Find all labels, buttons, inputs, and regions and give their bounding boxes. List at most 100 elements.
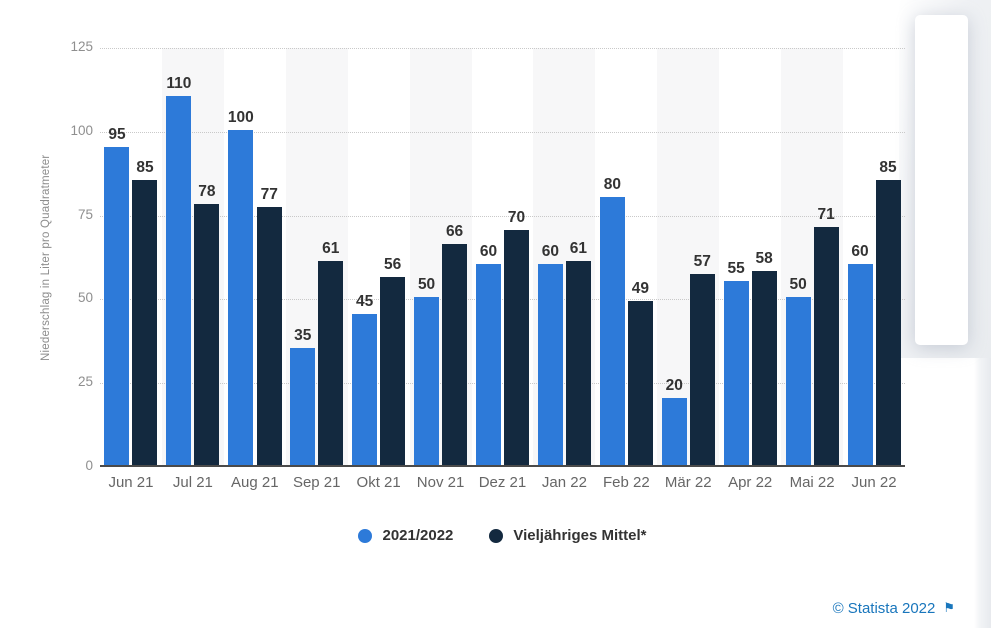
x-axis-label: Mai 22 <box>789 474 835 491</box>
x-axis-label: Jan 22 <box>541 474 587 491</box>
month-group-jan-22: 60 61 <box>533 48 596 465</box>
bar-value-label: 60 <box>479 242 498 260</box>
bar-value-label: 49 <box>631 279 649 297</box>
x-axis-label: Sep 21 <box>292 474 341 491</box>
bar-2021-2022[interactable] <box>104 147 130 465</box>
y-tick-label: 25 <box>77 374 93 390</box>
month-group-okt-21: 45 56 <box>348 48 410 465</box>
bar-wrap: 60 <box>537 242 563 465</box>
month-group-feb-22: 80 49 <box>595 48 657 465</box>
bar-2021-2022[interactable] <box>661 398 687 465</box>
bar-2021-2022[interactable] <box>723 281 749 465</box>
bar-value-label: 78 <box>198 182 216 200</box>
x-axis-label: Dez 21 <box>478 474 527 491</box>
y-tick-label: 0 <box>85 458 93 473</box>
bar-wrap: 77 <box>256 185 282 465</box>
bar-vielj-hriges-mittel[interactable] <box>194 204 220 465</box>
bar-value-label: 71 <box>817 205 835 223</box>
bar-value-label: 80 <box>603 175 621 193</box>
month-group-dez-21: 60 70 <box>472 48 534 465</box>
bar-value-label: 110 <box>166 74 192 92</box>
bar-wrap: 110 <box>166 74 192 465</box>
legend-item-2021-2022[interactable]: 2021/2022 <box>358 527 453 544</box>
y-tick-label: 50 <box>77 290 93 306</box>
bar-vielj-hriges-mittel[interactable] <box>503 230 529 465</box>
bar-2021-2022[interactable] <box>290 348 316 465</box>
y-axis-title: Niederschlag in Liter pro Quadratmeter <box>40 154 52 361</box>
share-toolbar-panel <box>915 15 968 345</box>
bar-2021-2022[interactable] <box>599 197 625 465</box>
y-tick-label: 75 <box>77 206 93 222</box>
x-axis-label: Mär 22 <box>664 474 712 491</box>
bar-value-label: 77 <box>260 185 278 203</box>
legend-label: 2021/2022 <box>382 527 454 544</box>
bar-wrap: 61 <box>318 239 344 465</box>
bar-vielj-hriges-mittel[interactable] <box>875 180 901 465</box>
bar-2021-2022[interactable] <box>228 130 254 465</box>
month-group-aug-21: 100 77 <box>224 48 286 465</box>
legend-label: Vieljähriges Mittel* <box>513 527 647 544</box>
bar-wrap: 100 <box>228 109 254 465</box>
bar-wrap: 56 <box>380 256 406 465</box>
bar-value-label: 45 <box>356 292 374 310</box>
bar-value-label: 85 <box>136 158 154 176</box>
bar-2021-2022[interactable] <box>352 314 378 465</box>
bar-vielj-hriges-mittel[interactable] <box>813 227 839 465</box>
bar-wrap: 50 <box>785 276 811 465</box>
month-group-nov-21: 50 66 <box>409 48 472 465</box>
bar-wrap: 85 <box>132 158 158 465</box>
bar-wrap: 66 <box>442 222 468 465</box>
month-group-jun-22: 60 85 <box>843 48 905 465</box>
bar-2021-2022[interactable] <box>414 297 440 465</box>
month-group-jun-21: 95 85 <box>100 48 162 465</box>
flag-icon[interactable]: ⚑ <box>943 601 955 616</box>
legend-dot-icon <box>489 528 504 543</box>
bar-2021-2022[interactable] <box>847 264 873 465</box>
month-group-apr-22: 55 58 <box>719 48 781 465</box>
legend-item-vielj-hriges-mittel[interactable]: Vieljähriges Mittel* <box>489 527 647 544</box>
bar-vielj-hriges-mittel[interactable] <box>442 244 468 465</box>
bar-value-label: 60 <box>851 242 869 260</box>
bar-value-label: 20 <box>665 376 683 394</box>
bar-vielj-hriges-mittel[interactable] <box>318 261 344 465</box>
bar-vielj-hriges-mittel[interactable] <box>627 301 653 465</box>
bar-vielj-hriges-mittel[interactable] <box>751 271 777 465</box>
month-group-m-r-22: 20 57 <box>657 48 720 465</box>
bar-wrap: 61 <box>565 240 591 465</box>
x-axis-label: Jul 21 <box>172 474 213 491</box>
bar-wrap: 60 <box>847 242 873 465</box>
bar-value-label: 70 <box>507 208 526 226</box>
bar-wrap: 71 <box>813 205 839 465</box>
bar-2021-2022[interactable] <box>785 297 811 465</box>
bar-value-label: 66 <box>445 222 464 240</box>
bar-vielj-hriges-mittel[interactable] <box>565 261 591 465</box>
bar-vielj-hriges-mittel[interactable] <box>256 207 282 465</box>
bar-2021-2022[interactable] <box>166 96 192 465</box>
x-axis-label: Nov 21 <box>416 474 465 491</box>
bar-vielj-hriges-mittel[interactable] <box>380 277 406 465</box>
bar-vielj-hriges-mittel[interactable] <box>689 274 715 465</box>
bar-wrap: 20 <box>661 376 687 465</box>
bar-vielj-hriges-mittel[interactable] <box>132 180 158 465</box>
bar-value-label: 55 <box>727 259 745 277</box>
bar-wrap: 49 <box>627 279 653 465</box>
x-axis-labels: Jun 21 Jul 21 Aug 21 Sep 21 Okt 21 Nov 21 Dez … <box>100 474 905 491</box>
bar-wrap: 95 <box>104 126 130 465</box>
bar-value-label: 57 <box>693 252 711 270</box>
bar-2021-2022[interactable] <box>475 264 501 465</box>
footer-attribution: © Statista 2022 ⚑ <box>833 600 955 617</box>
bar-value-label: 61 <box>322 239 340 257</box>
bar-value-label: 50 <box>417 275 436 293</box>
statista-attribution-link[interactable]: © Statista 2022 <box>832 600 936 617</box>
bar-value-label: 85 <box>879 158 897 176</box>
bar-wrap: 55 <box>723 259 749 465</box>
bar-value-label: 58 <box>755 249 773 267</box>
bar-wrap: 78 <box>194 182 220 465</box>
bar-wrap: 70 <box>503 208 529 465</box>
bar-value-label: 60 <box>541 242 560 260</box>
bar-wrap: 85 <box>875 158 901 465</box>
bar-2021-2022[interactable] <box>537 264 563 465</box>
legend: 2021/2022 Vieljähriges Mittel* <box>100 527 905 544</box>
y-tick-label: 125 <box>70 39 93 54</box>
bar-columns: 95 85 110 78 100 77 35 61 45 56 50 66 60 70 60 61 80 49 20… <box>100 48 905 465</box>
